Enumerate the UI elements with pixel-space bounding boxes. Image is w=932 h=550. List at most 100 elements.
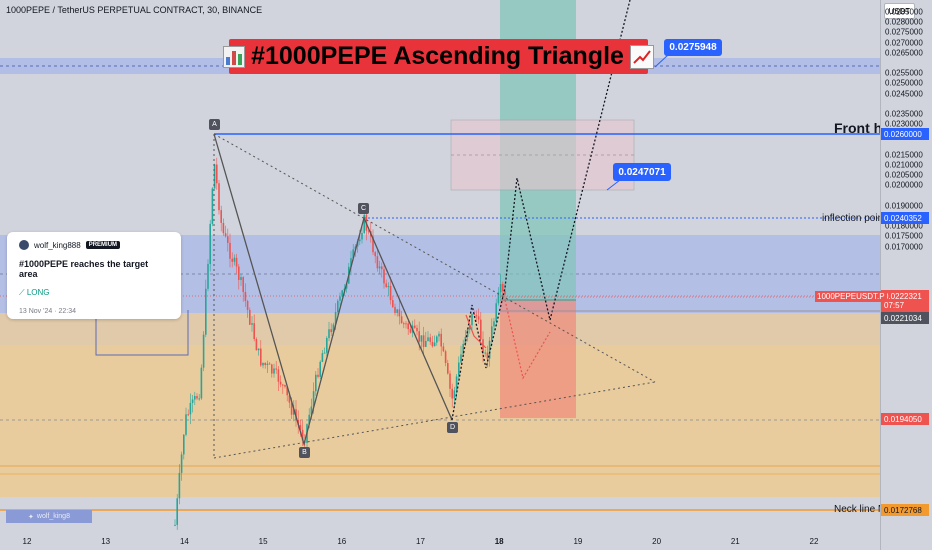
candle-body [381, 266, 383, 270]
candle-body [238, 266, 240, 280]
idea-card[interactable]: wolf_king888 PREMIUM #1000PEPE reaches t… [7, 232, 181, 319]
candle-body [341, 290, 343, 297]
candle-body [403, 323, 405, 325]
price-tick: 0.0270000 [885, 38, 923, 48]
publish-date: 13 Nov '24 · 22:34 [19, 308, 76, 315]
card-title[interactable]: #1000PEPE reaches the target area [19, 259, 149, 279]
candle-body [213, 164, 216, 189]
mid-target-callout[interactable]: 0.0247071 [613, 163, 671, 181]
candle-body [363, 214, 365, 233]
candle-body [392, 300, 394, 308]
price-tick: 0.0285000 [885, 7, 923, 17]
candle-body [502, 284, 504, 291]
price-tick: 0.0205000 [885, 170, 923, 180]
candle-body [207, 263, 209, 289]
watermark: ✦ wolf_king8 [6, 510, 92, 523]
candle-body [504, 290, 506, 295]
candle-body [493, 321, 495, 327]
candle-body [460, 354, 462, 363]
price-tick: 0.0280000 [885, 17, 923, 27]
candle-body [224, 233, 227, 237]
candle-body [268, 363, 271, 365]
candle-body [477, 316, 480, 320]
price-tick: 0.0215000 [885, 150, 923, 160]
candle-body [378, 266, 381, 269]
candle-body [486, 352, 489, 359]
candle-body [409, 329, 412, 333]
candle-body [495, 303, 497, 322]
candle-body [229, 242, 231, 259]
front-h-price-tag: 0.0260000 [881, 128, 929, 140]
candle-body [216, 164, 218, 184]
candle-body [405, 323, 407, 325]
price-tick: 0.0235000 [885, 109, 923, 119]
candle-body [277, 369, 280, 382]
price-tick: 0.0255000 [885, 68, 923, 78]
candle-body [235, 257, 238, 267]
candle-body [389, 285, 392, 301]
price-tick: 0.0190000 [885, 201, 923, 211]
price-tick: 0.0250000 [885, 78, 923, 88]
idea-title-banner: #1000PEPE Ascending Triangle [223, 39, 654, 74]
upper-target-callout[interactable]: 0.0275948 [664, 39, 722, 56]
long-position-stop [500, 300, 576, 418]
candle-body [194, 396, 196, 400]
candle-body [444, 351, 447, 364]
time-tick: 17 [416, 537, 425, 546]
candle-body [205, 288, 207, 335]
candle-body [319, 361, 321, 377]
candle-body [488, 340, 491, 359]
time-tick: 16 [337, 537, 347, 546]
price-tick: 0.0180000 [885, 221, 923, 231]
candle-body [260, 348, 262, 366]
inflection-price-tag: 0.0240352 [881, 212, 929, 224]
candle-body [266, 363, 269, 366]
candle-body [497, 292, 500, 304]
time-tick: 13 [101, 537, 111, 546]
candle-body [449, 373, 451, 389]
candle-body [253, 323, 255, 340]
price-tick: 0.0175000 [885, 231, 923, 241]
author-name[interactable]: wolf_king888 [34, 240, 81, 250]
candle-body [442, 346, 445, 352]
candle-body [257, 348, 260, 351]
candle-body [308, 414, 310, 425]
candle-body [211, 188, 214, 224]
alt-projection [504, 299, 551, 380]
symbol-price-label: 1000PEPEUSDT.P [815, 291, 887, 302]
candle-body [422, 335, 425, 347]
candle-body [455, 376, 458, 391]
candle-body [279, 381, 282, 385]
candle-body [480, 319, 482, 340]
candle-body [231, 258, 233, 262]
flag-icon: ✦ [28, 513, 34, 521]
price-tick: 0.0230000 [885, 119, 923, 129]
candle-body [222, 222, 225, 234]
candle-body [407, 323, 409, 330]
candle-body [196, 396, 198, 399]
candle-body [398, 309, 401, 317]
price-axis[interactable] [880, 0, 932, 550]
candle-body [482, 339, 484, 353]
time-tick: 18 [494, 537, 504, 546]
d-level-price-tag: 0.0194050 [881, 413, 929, 425]
candle-body [251, 323, 253, 325]
neckline-price-tag: 0.0172768 [881, 504, 929, 516]
candle-body [376, 256, 379, 269]
candle-body [288, 395, 291, 403]
time-tick: 14 [179, 537, 189, 546]
candle-body [372, 236, 374, 253]
pair-title: 1000PEPE / TetherUS PERPETUAL CONTRACT, … [6, 5, 263, 15]
candle-body [473, 313, 475, 315]
point-d-label: D [447, 422, 458, 433]
inflection-label: inflection point [822, 213, 886, 224]
candle-body [218, 183, 220, 211]
candle-body [284, 385, 286, 387]
currency-unit[interactable]: USDT [884, 3, 915, 19]
candle-body [440, 333, 442, 347]
front-h-label: Front h [834, 120, 883, 136]
candle-body [282, 384, 284, 386]
candle-body [286, 386, 288, 396]
candle-body [310, 406, 313, 415]
